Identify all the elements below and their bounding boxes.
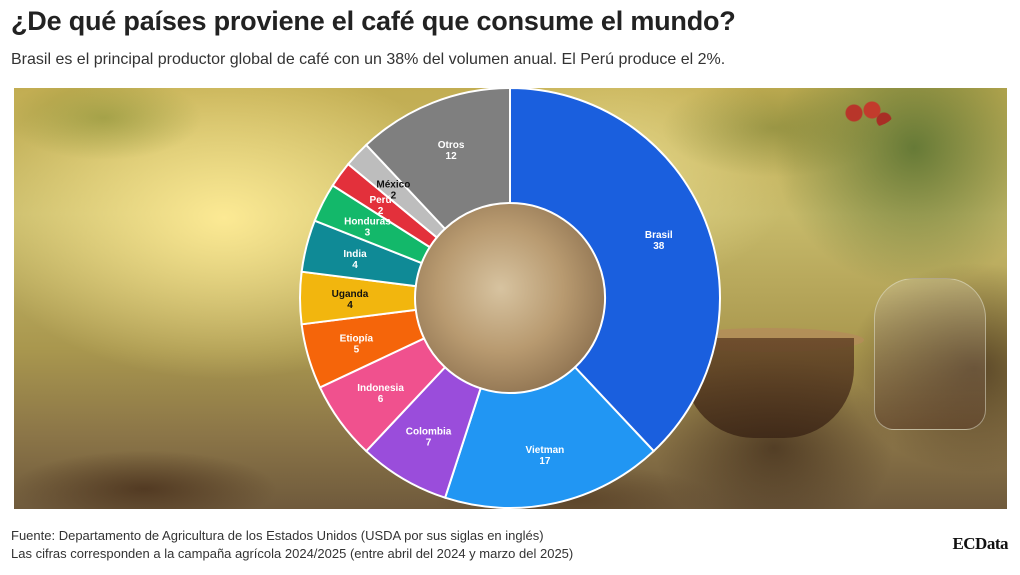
slice-label-uganda: Uganda	[332, 289, 369, 300]
slice-label-colombia: Colombia	[406, 427, 452, 438]
slice-label-etiopia: Etiopía	[340, 334, 374, 345]
chart-subtitle: Brasil es el principal productor global …	[11, 51, 726, 68]
source-note: Fuente: Departamento de Agricultura de l…	[11, 528, 544, 543]
slice-value-mexico: 2	[391, 190, 397, 201]
slice-label-vietman: Vietman	[526, 445, 565, 456]
slice-value-indonesia: 6	[378, 394, 384, 405]
slice-value-peru: 2	[378, 206, 384, 217]
period-note: Las cifras corresponden a la campaña agr…	[11, 546, 574, 561]
slice-label-honduras: Honduras	[344, 216, 391, 227]
slice-label-indonesia: Indonesia	[357, 383, 404, 394]
brand-logo: ECData	[952, 534, 1008, 553]
slice-value-colombia: 7	[426, 438, 432, 449]
slice-value-uganda: 4	[347, 300, 353, 311]
chart-title: ¿De qué países proviene el café que cons…	[11, 6, 736, 36]
slice-label-mexico: México	[376, 179, 410, 190]
slice-value-etiopia: 5	[354, 345, 360, 356]
slice-otros	[364, 86, 511, 231]
slice-label-brasil: Brasil	[645, 230, 673, 241]
coffee-cherries-decoration	[834, 98, 894, 128]
slice-value-honduras: 3	[365, 227, 371, 238]
slice-label-india: India	[343, 249, 367, 260]
slice-label-peru: Perú	[369, 195, 391, 206]
donut-slices	[299, 86, 721, 509]
slice-value-india: 4	[352, 260, 358, 271]
burlap-sack-center	[415, 203, 605, 393]
slice-value-otros: 12	[446, 151, 458, 162]
slice-value-vietman: 17	[539, 456, 551, 467]
slice-brasil	[509, 86, 721, 453]
slice-vietman	[443, 365, 656, 509]
slice-value-brasil: 38	[653, 241, 665, 252]
slice-label-otros: Otros	[438, 140, 465, 151]
